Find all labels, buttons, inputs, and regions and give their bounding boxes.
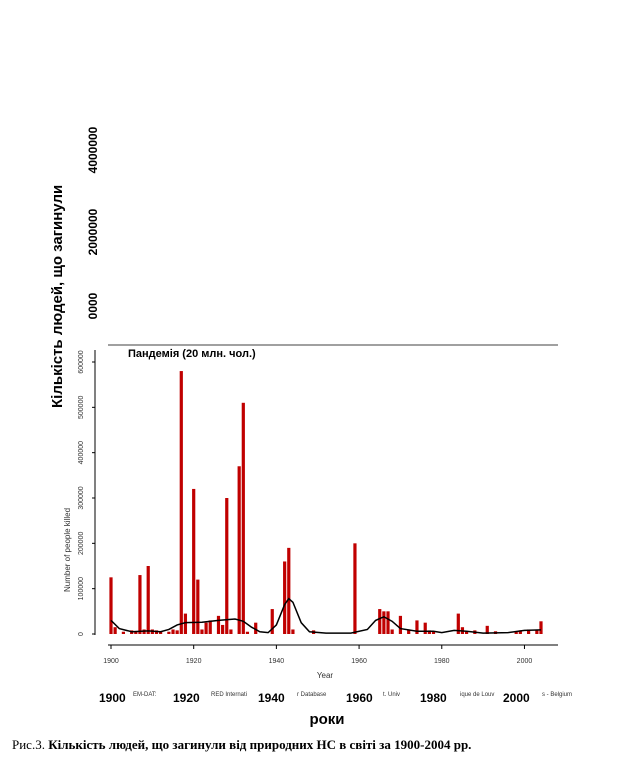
bar — [134, 631, 138, 634]
bar — [535, 630, 539, 634]
bar — [539, 621, 543, 634]
bar — [208, 620, 212, 634]
outer-ytick-0000: 0000 — [86, 292, 100, 319]
bar — [485, 625, 489, 634]
bar — [179, 371, 183, 634]
caption-prefix: Рис.3. — [12, 737, 45, 752]
bar — [518, 630, 522, 634]
bar — [287, 547, 291, 634]
bar — [407, 629, 411, 634]
source-fragment: ique de Louv — [460, 692, 494, 698]
bar — [216, 615, 221, 634]
y-tick-label: 300000 — [78, 486, 85, 509]
annotation-pandemic: Пандемія (20 млн. чол.) — [128, 348, 256, 360]
bar — [121, 631, 126, 634]
x-tick-label: 2000 — [517, 658, 533, 665]
trend-line — [110, 597, 542, 634]
outer-xtick-1960: 1960 — [346, 691, 373, 705]
bar — [283, 561, 287, 634]
bar — [241, 402, 245, 634]
bar — [353, 543, 357, 634]
bar — [221, 624, 225, 634]
y-tick-label: 600000 — [78, 350, 85, 373]
bar — [225, 498, 229, 634]
bars — [109, 371, 543, 634]
bar — [378, 609, 382, 634]
bar — [237, 466, 241, 634]
x-tick-label: 1940 — [269, 658, 285, 665]
bar — [245, 631, 250, 634]
bar — [291, 629, 295, 634]
bar — [167, 631, 171, 634]
outer-xtick-1980: 1980 — [420, 691, 447, 705]
bar — [192, 488, 196, 634]
bar — [427, 630, 431, 634]
bar — [229, 629, 233, 634]
y-tick-label: 200000 — [78, 532, 85, 555]
bar — [526, 629, 531, 634]
bar — [113, 627, 117, 634]
inner-xlabel: Year — [317, 671, 334, 680]
outer-xtick-1900: 1900 — [99, 691, 126, 705]
x-ticks: 1900 1920 1940 1960 1980 2000 — [103, 645, 532, 665]
caption-text: Кількість людей, що загинули від природн… — [48, 737, 472, 752]
bar — [398, 615, 403, 634]
bar — [183, 613, 188, 634]
y-tick-label: 400000 — [78, 441, 85, 464]
bar — [270, 609, 274, 634]
y-tick-label: 500000 — [78, 396, 85, 419]
bar — [204, 622, 208, 634]
bar — [254, 622, 258, 634]
bar — [138, 575, 142, 634]
source-fragment: t. Univ — [383, 692, 400, 698]
y-ticks: 0 100000 200000 300000 400000 500000 600000 — [78, 350, 95, 636]
y-tick-label: 0 — [78, 632, 85, 636]
bar — [154, 630, 159, 634]
x-tick-label: 1980 — [434, 658, 450, 665]
x-tick-label: 1960 — [351, 658, 367, 665]
bar — [514, 631, 518, 634]
bar — [382, 611, 386, 634]
source-fragment: EM-DAT: — [133, 692, 157, 698]
bar — [171, 629, 175, 634]
outer-ytick-2000000: 2000000 — [86, 208, 100, 255]
bar — [109, 577, 113, 634]
outer-xtick-1920: 1920 — [173, 691, 200, 705]
bar — [456, 613, 460, 634]
bar — [196, 579, 200, 634]
x-tick-label: 1920 — [186, 658, 202, 665]
figure-caption: Рис.3. Кількість людей, що загинули від … — [12, 737, 471, 753]
bar — [146, 566, 150, 634]
bar — [423, 622, 427, 634]
x-tick-label: 1900 — [103, 658, 119, 665]
outer-ylabel: Кількість людей, що загинули — [49, 185, 66, 408]
y-tick-label: 100000 — [78, 577, 85, 600]
bar — [390, 629, 394, 634]
bar — [175, 630, 179, 634]
bar — [386, 611, 390, 634]
bar — [464, 631, 469, 634]
source-fragment: RED Internati — [211, 692, 247, 698]
outer-xlabel: роки — [309, 711, 344, 728]
bar — [431, 631, 436, 634]
outer-ytick-4000000: 4000000 — [86, 126, 100, 173]
outer-xtick-2000: 2000 — [503, 691, 530, 705]
outer-xtick-1940: 1940 — [258, 691, 285, 705]
source-fragment: r Database — [297, 692, 327, 698]
inner-ylabel: Number of people killed — [63, 508, 72, 592]
source-fragment: s - Belgium — [542, 692, 572, 698]
bar — [415, 620, 419, 634]
bar — [159, 631, 163, 634]
bar — [200, 629, 204, 634]
